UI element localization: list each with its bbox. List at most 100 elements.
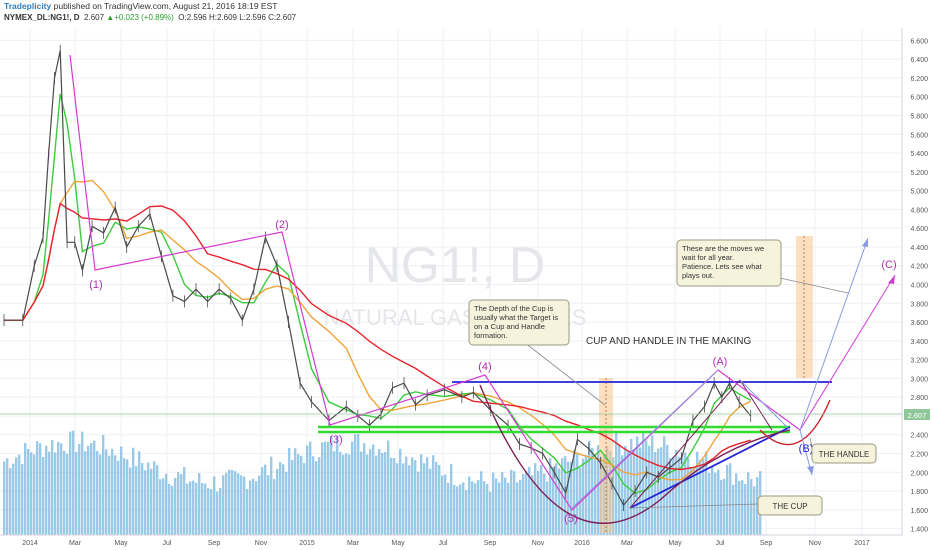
volume-bar [627, 450, 630, 535]
volume-bar [6, 458, 9, 535]
volume-bar [87, 445, 90, 535]
volume-bar [222, 475, 225, 535]
volume-bar [549, 457, 552, 535]
volume-bar [186, 483, 189, 535]
volume-bar [402, 463, 405, 535]
volume-bar [234, 471, 237, 535]
note-depth: The Depth of the Cup is usually what the… [474, 304, 560, 340]
wave-3-label: (3) [329, 434, 342, 446]
volume-bar [3, 461, 6, 535]
volume-bar [273, 479, 276, 535]
x-tick-label: 2014 [22, 540, 38, 547]
volume-bar [648, 445, 651, 535]
volume-bar [435, 461, 438, 535]
volume-bar [612, 457, 615, 535]
volume-bar [660, 447, 663, 535]
x-tick-label: Nov [809, 540, 822, 547]
volume-bar [252, 478, 255, 535]
volume-bar [690, 466, 693, 535]
volume-bar [321, 442, 324, 535]
volume-bar [519, 479, 522, 535]
volume-bar [588, 440, 591, 535]
volume-bar [408, 465, 411, 535]
volume-bar [657, 448, 660, 535]
volume-bar [261, 467, 264, 535]
ma-fast-line [4, 93, 752, 494]
volume-bar [36, 441, 39, 535]
volume-bar [513, 471, 516, 535]
volume-bar [30, 452, 33, 535]
y-tick-label: 3.200 [910, 358, 928, 365]
volume-bar [282, 464, 285, 535]
volume-bar [678, 456, 681, 535]
volume-bar [9, 468, 12, 535]
volume-bar [630, 438, 633, 535]
volume-bar [423, 463, 426, 535]
volume-bar [336, 435, 339, 535]
y-tick-label: 1.400 [910, 527, 928, 534]
volume-bar [732, 484, 735, 535]
y-tick-label: 1.600 [910, 508, 928, 515]
y-tick-label: 5.600 [910, 132, 928, 139]
author-link[interactable]: Tradeplicity [4, 1, 52, 11]
volume-bar [717, 469, 720, 535]
x-tick-label: Mar [621, 540, 634, 547]
volume-bar [567, 461, 570, 535]
volume-bar [72, 430, 75, 535]
x-tick-label: Mar [347, 540, 360, 547]
volume-bar [285, 471, 288, 535]
time-axis: 2014 Mar May Jul Sep Nov 2015 Mar May Jul Sep Nov 20… [0, 534, 902, 547]
x-tick-label: Sep [760, 540, 773, 547]
volume-bar [450, 463, 453, 535]
volume-bar [570, 461, 573, 535]
moving-averages [4, 93, 752, 494]
volume-bar [750, 479, 753, 535]
x-tick-label: 2016 [574, 540, 590, 547]
volume-bar [375, 455, 378, 535]
volume-bar [561, 458, 564, 535]
volume-bar [522, 473, 525, 535]
volume-bar [747, 472, 750, 535]
symbol-line: NYMEX_DL:NG1!, D 2.607 ▲+0.023 (+0.89%) … [4, 13, 296, 22]
wave-a-label: (A) [713, 356, 728, 368]
volume-bar [474, 483, 477, 535]
volume-bar [138, 451, 141, 535]
volume-bar [225, 472, 228, 535]
volume-bar [342, 454, 345, 535]
volume-bar [105, 449, 108, 535]
drawings [69, 54, 896, 524]
volume-bar [744, 483, 747, 535]
x-tick-label: May [114, 540, 128, 547]
volume-bar [687, 458, 690, 535]
volume-bar [357, 433, 360, 535]
volume-bar [102, 435, 105, 535]
x-tick-label: Jul [439, 540, 448, 547]
volume-bar [192, 480, 195, 535]
volume-bar [480, 471, 483, 535]
volume-bar [201, 483, 204, 535]
volume-bar [618, 443, 621, 535]
last-price-value: 2.607 [908, 411, 927, 420]
volume-bar [552, 467, 555, 535]
y-tick-label: 6.600 [910, 38, 928, 45]
volume-bar [237, 473, 240, 535]
volume-bar [276, 468, 279, 535]
volume-bar [39, 443, 42, 535]
volume-bar [300, 455, 303, 535]
volume-bar [414, 460, 417, 535]
volume-bar [147, 462, 150, 535]
volume-bar [486, 484, 489, 535]
volume-bar [726, 465, 729, 535]
volume-bar [270, 456, 273, 535]
volume-bar [243, 476, 246, 535]
volume-bar [693, 467, 696, 535]
grid [0, 28, 902, 535]
last-price-tag: 2.607 [0, 409, 930, 420]
y-tick-label: 1.800 [910, 489, 928, 496]
volume-bar [126, 459, 129, 535]
volume-bar [69, 431, 72, 535]
volume-bar [696, 451, 699, 535]
volume-bar [720, 479, 723, 535]
volume-bar [66, 453, 69, 535]
